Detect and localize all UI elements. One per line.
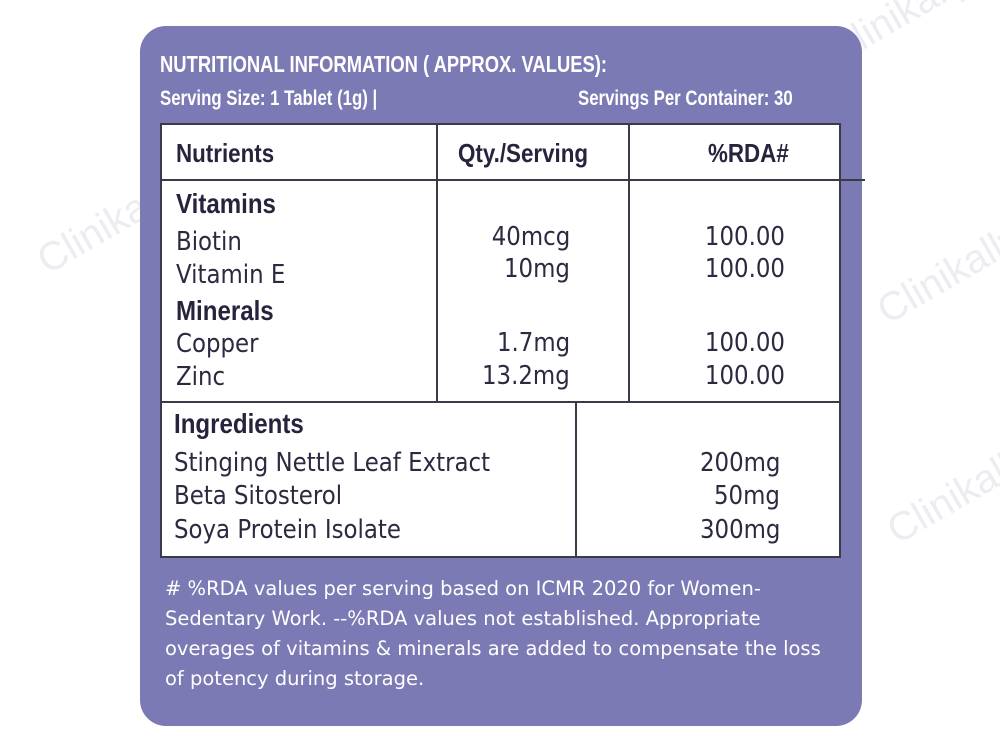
qty-beta-sitosterol: 50mg [714,481,780,511]
section-minerals: Minerals [176,295,274,326]
ingredients-divider [160,401,841,403]
nutrient-biotin: Biotin [176,227,242,257]
qty-soya-protein: 300mg [699,515,780,545]
nutrient-copper: Copper [176,329,259,359]
rda-zinc: 100.00 [704,361,785,391]
watermark-logo: Clinikally. [879,431,1000,553]
qty-copper: 1.7mg [496,328,570,358]
watermark-logo: Clinikally. [869,211,1000,333]
rda-footnote: # %RDA values per serving based on ICMR … [165,577,821,690]
ingredient-soya-protein: Soya Protein Isolate [174,515,401,545]
ingredient-beta-sitosterol: Beta Sitosterol [174,481,343,511]
qty-biotin: 40mcg [491,222,570,252]
nutrition-title: NUTRITIONAL INFORMATION ( APPROX. VALUES… [160,51,608,77]
ingredients-column-divider [575,401,577,558]
nutrition-table [160,123,841,558]
qty-nettle: 200mg [699,448,780,478]
qty-zinc: 13.2mg [482,361,570,391]
column-header-qty: Qty./Serving [458,138,589,168]
column-divider-1 [436,123,438,403]
column-header-rda: %RDA# [708,138,789,168]
ingredient-nettle: Stinging Nettle Leaf Extract [174,448,491,478]
serving-size: Serving Size: 1 Tablet (1g) | [160,87,378,110]
servings-per-container: Servings Per Container: 30 [578,87,793,110]
column-divider-2 [628,123,630,403]
column-header-nutrients: Nutrients [176,138,275,168]
section-vitamins: Vitamins [176,188,276,219]
rda-biotin: 100.00 [704,222,785,252]
qty-vitamin-e: 10mg [504,254,570,284]
rda-vitamin-e: 100.00 [704,254,785,284]
nutrient-vitamin-e: Vitamin E [176,260,286,290]
header-divider [160,179,865,181]
rda-copper: 100.00 [704,328,785,358]
section-ingredients: Ingredients [174,408,304,439]
nutrient-zinc: Zinc [176,362,226,392]
